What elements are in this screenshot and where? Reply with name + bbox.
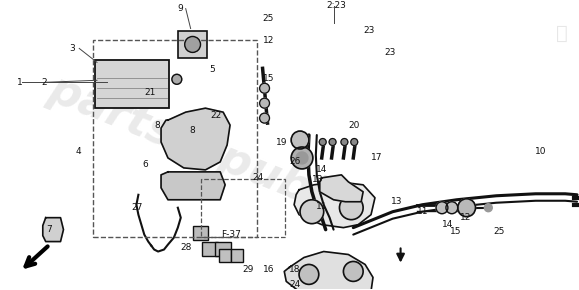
Polygon shape [43,218,64,242]
Text: 18: 18 [289,265,301,274]
Circle shape [259,113,269,123]
Polygon shape [161,108,230,170]
Text: 15: 15 [450,227,461,236]
Text: 4: 4 [75,148,81,157]
Circle shape [300,200,324,224]
Circle shape [172,74,182,84]
Text: 16: 16 [263,265,274,274]
Text: 3: 3 [69,44,75,53]
Bar [203,242,218,255]
Text: 21: 21 [144,88,156,97]
Text: 11: 11 [316,202,327,211]
Circle shape [339,196,363,220]
Text: 28: 28 [181,243,192,252]
Circle shape [485,204,492,212]
Bar [95,60,169,108]
Polygon shape [294,182,375,228]
Circle shape [446,202,458,214]
Bar [219,249,231,262]
Bar [93,41,256,237]
Text: 14: 14 [316,165,327,174]
Polygon shape [320,175,363,202]
Circle shape [259,83,269,93]
Text: 23: 23 [363,26,375,35]
Circle shape [341,139,348,146]
Polygon shape [161,172,225,200]
Circle shape [259,98,269,108]
Circle shape [296,152,308,164]
Text: 9: 9 [178,4,184,13]
Text: 22: 22 [210,110,222,120]
Circle shape [299,264,319,284]
Text: 25: 25 [263,14,274,23]
Circle shape [291,131,309,149]
Text: 27: 27 [131,203,143,212]
Text: 8: 8 [190,126,195,135]
Text: 17: 17 [371,153,383,162]
Text: 24: 24 [252,173,264,182]
Circle shape [436,202,448,214]
Text: 6: 6 [142,160,148,169]
Text: 2: 2 [42,78,47,87]
Circle shape [351,139,358,146]
Bar [231,249,243,262]
Text: 19: 19 [276,137,288,146]
Text: 1: 1 [17,78,23,87]
Text: 14: 14 [442,220,453,229]
Circle shape [185,37,200,52]
Text: 15: 15 [263,74,274,83]
Text: 🏍: 🏍 [556,24,567,43]
Bar [193,226,208,240]
Bar [201,179,285,237]
Text: 26: 26 [289,157,301,166]
Text: 10: 10 [534,148,546,157]
Text: 20: 20 [349,121,360,130]
Text: 23: 23 [385,48,396,57]
Text: 2:23: 2:23 [327,1,347,10]
Text: 12: 12 [460,213,471,222]
Circle shape [319,139,326,146]
Text: 12: 12 [263,36,274,45]
Circle shape [291,147,313,169]
Bar [178,30,207,58]
Bar [215,242,231,255]
Text: 13: 13 [312,175,324,184]
Circle shape [329,139,336,146]
Text: 11: 11 [417,207,429,216]
Circle shape [343,262,363,281]
Circle shape [458,199,475,217]
Text: 24: 24 [289,280,301,289]
Text: 7: 7 [46,225,52,234]
Text: 13: 13 [391,197,402,206]
Text: 25: 25 [493,227,505,236]
Text: 5: 5 [210,65,215,74]
Text: 8: 8 [154,121,160,130]
Text: 29: 29 [242,265,253,274]
Text: partsrepublik: partsrepublik [43,67,373,234]
Polygon shape [284,251,373,290]
Text: F-37: F-37 [221,230,241,239]
